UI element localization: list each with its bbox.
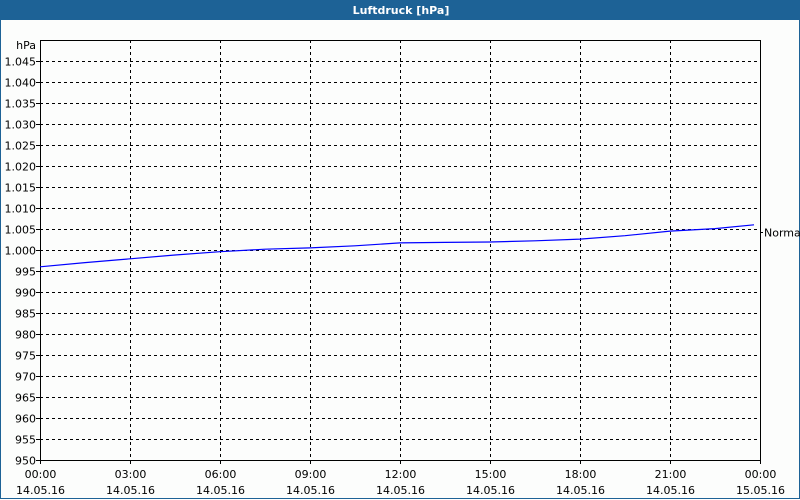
y-tick-label: 1.010	[5, 203, 37, 216]
y-tick-label: 1.035	[5, 98, 37, 111]
window-title: Luftdruck [hPa]	[1, 0, 800, 20]
y-tick-label: 1.020	[5, 161, 37, 174]
x-tick-label-time: 09:00	[295, 468, 327, 481]
y-tick-label: 1.005	[5, 224, 37, 237]
y-tick-label: 965	[15, 392, 36, 405]
y-tick-label: 1.015	[5, 182, 37, 195]
x-tick-label-time: 18:00	[565, 468, 597, 481]
y-tick-label: 1.040	[5, 77, 37, 90]
y-tick-label: 985	[15, 308, 36, 321]
y-tick-label: 980	[15, 329, 36, 342]
x-tick-label-date: 14.05.16	[106, 484, 155, 497]
y-tick-label: 1.045	[5, 56, 37, 69]
x-tick-label-date: 14.05.16	[16, 484, 65, 497]
y-tick-label: 955	[15, 434, 36, 447]
x-tick-label-time: 12:00	[385, 468, 417, 481]
x-tick-label-date: 14.05.16	[466, 484, 515, 497]
y-tick-label: 1.000	[5, 245, 37, 258]
x-tick-label-date: 15.05.16	[736, 484, 785, 497]
x-tick-label-time: 15:00	[475, 468, 507, 481]
y-tick-label: 960	[15, 413, 36, 426]
pressure-series-line	[39, 224, 755, 268]
y-tick-label: 1.025	[5, 140, 37, 153]
x-tick-label-time: 21:00	[655, 468, 687, 481]
y-tick-label: 970	[15, 371, 36, 384]
x-tick-label-date: 14.05.16	[286, 484, 335, 497]
x-tick-label-date: 14.05.16	[646, 484, 695, 497]
x-tick-label-time: 06:00	[205, 468, 237, 481]
x-tick-label-date: 14.05.16	[196, 484, 245, 497]
y-tick-label: 995	[15, 266, 36, 279]
plot-frame	[40, 40, 761, 461]
x-tick-label-time: 03:00	[115, 468, 147, 481]
y-axis-label: hPa	[16, 39, 36, 52]
x-tick-label-time: 00:00	[25, 468, 57, 481]
x-tick-label-date: 14.05.16	[376, 484, 425, 497]
y-tick-label: 1.030	[5, 119, 37, 132]
x-tick-label-time: 00:00	[745, 468, 777, 481]
x-tick-label-date: 14.05.16	[556, 484, 605, 497]
y-tick-label: 950	[15, 455, 36, 468]
normal-marker-label: Normal	[764, 227, 800, 240]
y-tick-label: 990	[15, 287, 36, 300]
y-tick-label: 975	[15, 350, 36, 363]
